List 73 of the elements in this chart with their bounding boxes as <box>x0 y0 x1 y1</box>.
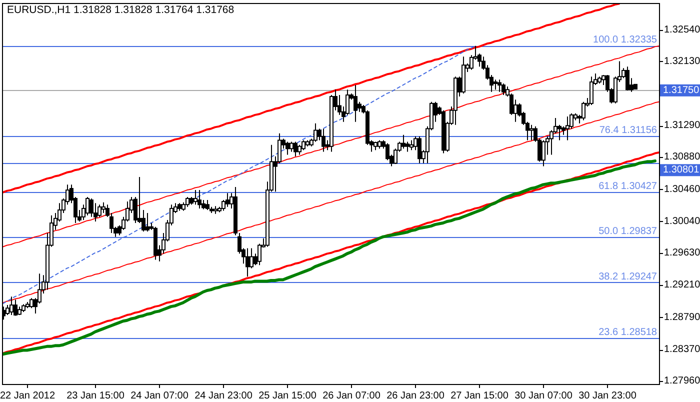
candlestick <box>590 76 594 106</box>
y-tick-label: 1.32540 <box>664 24 700 36</box>
candlestick <box>146 212 150 232</box>
candlestick <box>402 134 406 150</box>
candlestick <box>250 248 254 269</box>
y-tick-label: 1.28370 <box>664 344 700 356</box>
candlestick <box>418 136 422 164</box>
candlestick <box>626 66 630 91</box>
candlestick <box>30 298 34 309</box>
ref-line-label: 1.31750 <box>663 84 700 96</box>
y-tick-label: 1.32130 <box>664 56 700 67</box>
y-tick-label: 1.28790 <box>664 312 700 323</box>
y-tick-label: 1.31290 <box>664 120 700 132</box>
x-tick-label: 24 Jan 23:00 <box>194 390 253 402</box>
candlestick <box>186 196 190 208</box>
candlestick <box>322 128 326 152</box>
x-tick-label: 23 Jan 15:00 <box>66 390 125 402</box>
ref-line-label: 1.30801 <box>663 164 700 176</box>
x-tick-label: 26 Jan 07:00 <box>322 390 381 402</box>
line-series <box>2 45 659 248</box>
candlestick <box>206 200 210 210</box>
y-tick-label: 1.30460 <box>664 184 700 195</box>
candlestick <box>354 84 358 122</box>
candlestick <box>246 248 250 278</box>
candlestick <box>406 141 410 152</box>
candlestick <box>314 122 318 142</box>
candlestick <box>530 124 534 141</box>
line-series <box>2 3 620 194</box>
x-tick-label: 25 Jan 15:00 <box>258 390 317 402</box>
annotation: 61.8 1.30427 <box>598 180 658 192</box>
candlestick <box>258 243 262 266</box>
annotation: 76.4 1.31156 <box>599 124 658 136</box>
y-tick-label: 1.29210 <box>664 280 700 291</box>
candlestick <box>582 101 586 121</box>
candlestick <box>98 204 102 218</box>
x-tick-label: 26 Jan 23:00 <box>386 390 445 402</box>
annotation: 100.0 1.32335 <box>593 34 658 46</box>
candlestick <box>226 192 230 208</box>
y-tick-label: 1.30880 <box>664 152 700 163</box>
candlestick <box>10 296 14 316</box>
x-tick-label: 24 Jan 07:00 <box>130 390 189 402</box>
candlestick <box>302 140 306 151</box>
candlestick <box>558 124 562 141</box>
candlestick <box>102 202 106 214</box>
y-tick-label: 1.27960 <box>664 375 700 386</box>
x-tick-label: 27 Jan 15:00 <box>450 390 509 402</box>
candlestick <box>498 79 502 92</box>
candlestick <box>198 190 202 209</box>
candlestick <box>14 299 18 316</box>
x-tick-label: 30 Jan 23:00 <box>578 390 637 402</box>
candlestick <box>566 116 570 141</box>
x-tick-label: 30 Jan 07:00 <box>514 390 573 402</box>
candlestick <box>298 144 302 156</box>
annotation: 23.6 1.28518 <box>598 327 658 338</box>
candlestick <box>602 74 606 86</box>
candlestick <box>294 141 298 157</box>
candlestick <box>542 140 546 167</box>
candlestick <box>94 202 98 222</box>
candlestick <box>90 198 94 218</box>
y-tick-label: 1.29630 <box>664 247 700 258</box>
chart-title: EURUSD.,H1 1.31828 1.31828 1.31764 1.31768 <box>7 4 234 16</box>
candlestick <box>410 140 414 151</box>
candlestick <box>286 141 290 156</box>
y-tick-label: 1.30040 <box>664 216 700 227</box>
annotation: 50.0 1.29837 <box>598 226 658 238</box>
annotation: 38.2 1.29247 <box>598 271 658 282</box>
x-tick-label: 22 Jan 2012 <box>0 390 56 402</box>
candlestick <box>502 82 506 96</box>
candlestick <box>290 141 294 152</box>
line-series <box>2 101 659 304</box>
candlestick <box>194 190 198 206</box>
candlestick <box>494 79 498 90</box>
candlestick <box>86 196 90 216</box>
